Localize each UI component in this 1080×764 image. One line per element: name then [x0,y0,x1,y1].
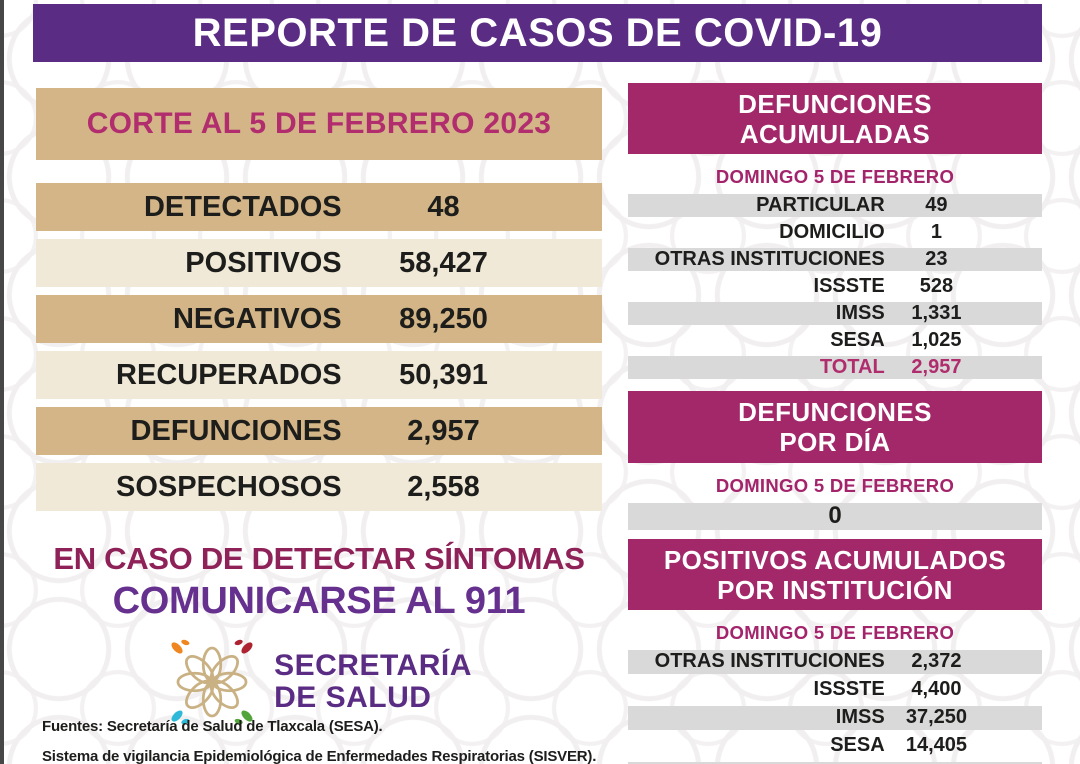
stat-value: 89,250 [399,302,488,335]
header-line1: DEFUNCIONES [738,397,932,428]
header-line1: DEFUNCIONES [738,89,932,119]
deaths-per-day-value-bar: 0 [628,502,1042,530]
symptoms-notice-line1: EN CASO DE DETECTAR SÍNTOMAS [53,541,585,576]
row-value: 49 [925,194,948,217]
header-line2: ACUMULADAS [739,119,931,150]
deaths-per-day-header: DEFUNCIONES POR DÍA [628,391,1042,463]
row-label: SESA [830,329,885,352]
row-label: OTRAS INSTITUCIONES [654,650,885,673]
row-label: TOTAL [819,356,885,379]
positives-by-institution-date: DOMINGO 5 DE FEBRERO [715,621,955,643]
cutoff-date-box: CORTE AL 5 DE FEBRERO 2023 [36,88,602,160]
sources-line1: Fuentes: Secretaría de Salud de Tlaxcala… [42,718,383,735]
table-row-issste: ISSSTE 4,400 [628,678,1042,702]
table-row-total: TOTAL 2,957 [628,356,1042,380]
page-title: REPORTE DE CASOS DE COVID-19 [192,10,883,55]
secretaria-de-salud-logo: SECRETARÍA DE SALUD [36,636,602,728]
stat-label: NEGATIVOS [172,302,342,335]
deaths-per-day-value: 0 [828,502,842,530]
stat-label: SOSPECHOSOS [116,470,342,503]
row-value: 14,405 [905,734,967,757]
row-value: 1 [930,221,942,244]
row-label: PARTICULAR [756,194,885,217]
call-911-notice: COMUNICARSE AL 911 [112,580,526,622]
stat-value: 2,558 [407,470,480,503]
row-label: TOTAL [628,762,885,764]
stat-label: DETECTADOS [143,190,342,223]
table-row-otras-instituciones: OTRAS INSTITUCIONES 23 [628,248,1042,272]
table-row-imss: IMSS 1,331 [628,302,1042,326]
row-value: 1,331 [911,302,962,325]
table-row-positivos: POSITIVOS 58,427 [36,239,602,287]
row-label: IMSS [835,706,885,729]
stat-value: 58,427 [399,246,488,279]
header-line1: POSITIVOS ACUMULADOS [663,544,1007,575]
row-label: DOMICILIO [779,221,885,244]
flower-corner-accents [171,639,253,725]
row-value: 23 [925,248,948,271]
deaths-per-day-date: DOMINGO 5 DE FEBRERO [715,474,955,496]
deaths-accumulated-header: DEFUNCIONES ACUMULADAS [628,83,1042,155]
stat-label: DEFUNCIONES [130,414,342,447]
page-title-banner: REPORTE DE CASOS DE COVID-19 [33,4,1042,62]
table-row-detectados: DETECTADOS 48 [36,183,602,231]
logo-wordmark: SECRETARÍA DE SALUD [274,648,472,715]
table-row-imss: IMSS 37,250 [628,705,1042,730]
deaths-accumulated-date: DOMINGO 5 DE FEBRERO [715,166,955,188]
stat-label: RECUPERADOS [116,358,342,391]
table-row-sospechosos: SOSPECHOSOS 2,558 [36,463,602,511]
left-edge-divider [0,0,4,764]
table-row-recuperados: RECUPERADOS 50,391 [36,351,602,399]
row-value: 37,250 [905,706,967,729]
row-value: 4,400 [911,678,962,701]
header-line2: POR DÍA [779,427,891,458]
sources-line2: Sistema de vigilancia Epidemiológica de … [42,748,597,764]
deaths-accumulated-table: PARTICULAR 49 DOMICILIO 1 OTRAS INSTITUC… [628,194,1042,380]
table-row-particular: PARTICULAR 49 [628,194,1042,218]
row-label: IMSS [835,302,885,325]
logo-line1: SECRETARÍA [274,648,472,682]
row-label: OTRAS INSTITUCIONES [654,248,885,271]
talavera-flower-icon [171,639,253,725]
stat-value: 48 [427,190,460,223]
row-value: 2,957 [911,356,962,379]
table-row-domicilio: DOMICILIO 1 [628,221,1042,244]
positives-by-institution-header: POSITIVOS ACUMULADOS POR INSTITUCIÓN [628,538,1042,610]
table-row-sesa: SESA 14,405 [628,734,1042,758]
table-row-negativos: NEGATIVOS 89,250 [36,295,602,343]
table-row-issste: ISSSTE 528 [628,275,1042,298]
row-value: 528 [919,275,954,298]
row-label: ISSSTE [813,275,885,298]
table-row-otras-instituciones: OTRAS INSTITUCIONES 2,372 [628,649,1042,674]
details-panel: DEFUNCIONES ACUMULADAS DOMINGO 5 DE FEBR… [628,83,1042,764]
stat-label: POSITIVOS [185,246,342,279]
row-value: 2,372 [911,650,962,673]
row-value: 1,025 [911,329,962,352]
stat-value: 2,957 [407,414,480,447]
row-value: 58,427 [885,762,989,764]
summary-panel: CORTE AL 5 DE FEBRERO 2023 DETECTADOS 48… [36,88,602,519]
row-label: SESA [830,734,885,757]
table-row-defunciones: DEFUNCIONES 2,957 [36,407,602,455]
logo-line2: DE SALUD [274,681,432,714]
cutoff-date-label: CORTE AL 5 DE FEBRERO 2023 [86,107,552,140]
table-row-sesa: SESA 1,025 [628,329,1042,352]
table-row-total: TOTAL 58,427 [628,761,1042,764]
summary-stats-table: DETECTADOS 48 POSITIVOS 58,427 NEGATIVOS… [36,183,602,511]
row-label: ISSSTE [813,678,885,701]
stat-value: 50,391 [399,358,488,391]
positives-by-institution-table: OTRAS INSTITUCIONES 2,372 ISSSTE 4,400 I… [628,649,1042,764]
header-line2: POR INSTITUCIÓN [717,574,953,605]
